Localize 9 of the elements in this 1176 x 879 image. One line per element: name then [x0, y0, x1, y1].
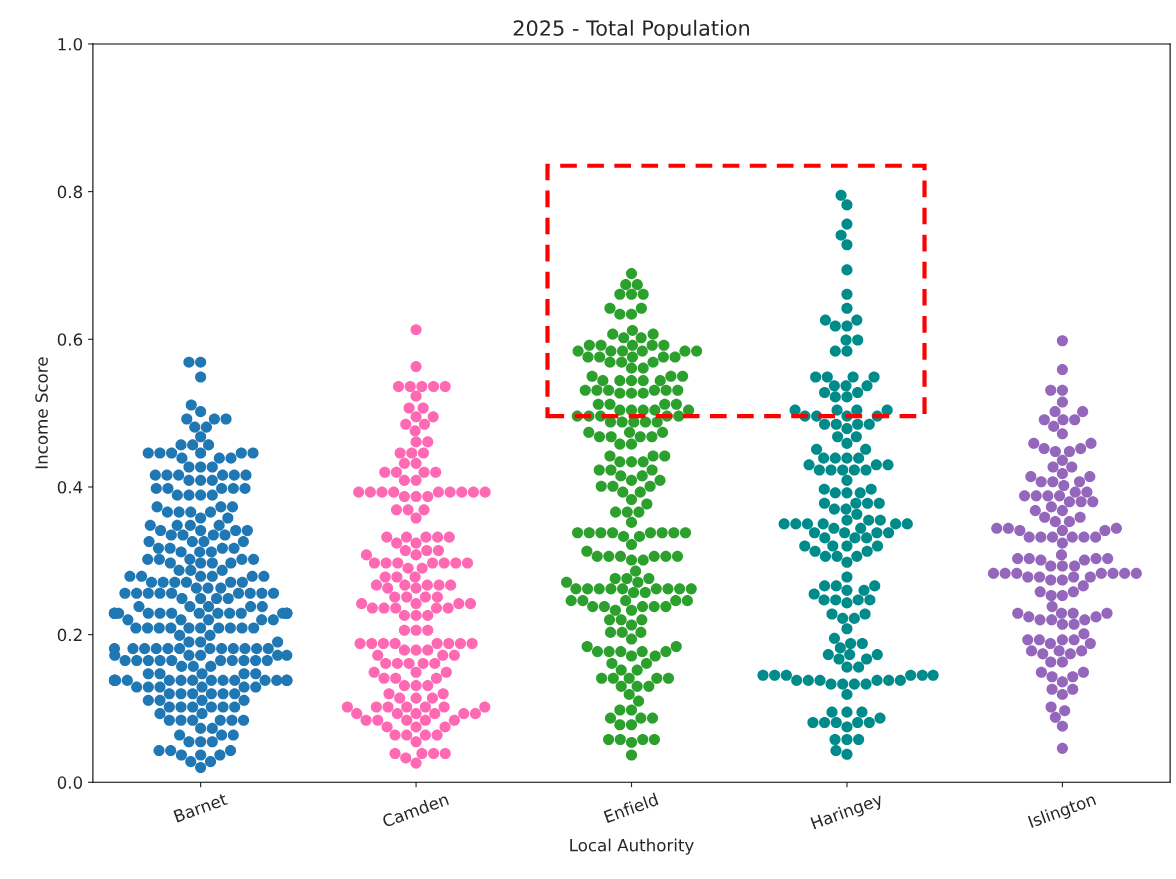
y-tick-label: 1.0 [58, 37, 83, 51]
y-axis-title: Income Score [35, 357, 48, 469]
x-axis-title: Local Authority [570, 838, 694, 855]
chart-title: 2025 - Total Population [513, 19, 749, 40]
y-tick-label: 0.6 [57, 333, 83, 346]
y-tick-label: 0.0 [57, 776, 83, 789]
y-tick-label: 0.2 [57, 628, 82, 642]
y-tick-label: 0.8 [57, 185, 83, 199]
y-tick-label: 0.4 [57, 480, 83, 494]
